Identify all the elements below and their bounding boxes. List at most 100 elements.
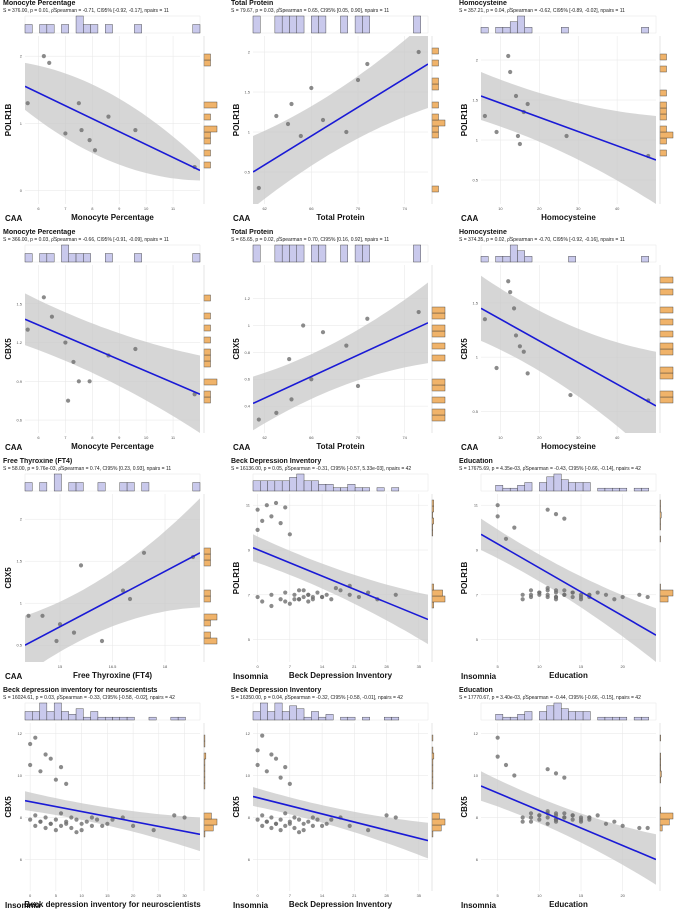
data-point — [43, 752, 48, 757]
top-histogram-bar — [340, 244, 348, 263]
scatter-panel: Beck Depression Inventory S = 16136.00, p… — [231, 458, 456, 682]
data-point — [99, 638, 105, 644]
top-histogram-bar — [502, 27, 511, 34]
x-tick-label: 15 — [579, 664, 584, 669]
top-histogram-bar — [575, 482, 584, 492]
group-label: CAA — [233, 443, 251, 452]
data-point — [69, 815, 74, 820]
top-histogram-bar — [354, 15, 363, 34]
right-histogram-bar — [659, 89, 667, 97]
regression-line — [25, 799, 200, 836]
top-histogram-bar — [192, 253, 201, 263]
panel-stats: S = 17675.69, p = 4.35e-03, ρ̂Spearman =… — [459, 466, 641, 472]
data-point — [393, 592, 398, 597]
data-point — [182, 815, 187, 820]
x-axis-label: Total Protein — [316, 442, 364, 451]
data-point — [255, 817, 260, 822]
top-histogram-bar — [274, 480, 283, 492]
data-point — [287, 601, 292, 606]
data-point — [264, 819, 269, 824]
top-histogram-bar — [24, 253, 33, 263]
scatter-plot: 6 7 8 9 10 11 0 1 2 POLR1B Monocyte Percentage CAA — [4, 15, 218, 223]
regression-line — [481, 785, 656, 861]
top-histogram-bar — [318, 484, 327, 492]
y-tick-label: 10 — [18, 773, 23, 778]
data-point — [494, 365, 499, 371]
data-point — [306, 819, 311, 824]
top-histogram-bar — [289, 477, 297, 492]
y-axis-label: POLR1B — [460, 104, 469, 137]
right-histogram-bar — [659, 824, 663, 832]
data-point — [537, 590, 542, 595]
x-tick-label: 6 — [37, 206, 40, 211]
right-histogram-bar — [203, 631, 211, 639]
right-histogram-bar — [203, 378, 218, 386]
data-point — [79, 821, 84, 826]
data-point — [520, 819, 525, 824]
data-point — [570, 817, 575, 822]
data-point — [315, 817, 320, 822]
right-histogram-bar — [431, 414, 446, 422]
data-point — [525, 101, 530, 107]
data-point — [53, 777, 58, 782]
right-histogram-bar — [203, 824, 214, 832]
x-tick-label: 15 — [58, 664, 63, 669]
right-histogram-bar — [431, 113, 439, 121]
right-histogram-bar — [431, 408, 446, 416]
y-tick-label: 9 — [248, 548, 251, 553]
data-point — [416, 49, 421, 55]
data-point — [255, 594, 260, 600]
data-point — [273, 756, 279, 761]
data-point — [127, 596, 133, 602]
x-axis-label: Homocysteine — [541, 442, 596, 451]
y-tick-label: 11 — [474, 503, 479, 508]
data-point — [562, 592, 567, 597]
data-point — [269, 752, 274, 757]
top-histogram-bar — [495, 714, 504, 721]
data-point — [287, 781, 292, 786]
data-point — [506, 53, 511, 59]
data-point — [528, 592, 534, 597]
y-tick-label: 8 — [20, 815, 23, 820]
right-histogram-bar — [203, 161, 211, 169]
right-histogram-bar — [203, 818, 218, 826]
data-point — [521, 349, 526, 354]
data-point — [255, 507, 260, 512]
data-point — [578, 817, 584, 822]
top-histogram-bar — [75, 15, 84, 34]
data-point — [89, 815, 95, 820]
y-tick-label: 1 — [476, 138, 479, 143]
top-histogram-bar — [633, 716, 642, 721]
data-point — [306, 592, 311, 597]
group-label: Insomnia — [461, 901, 497, 910]
regression-line — [481, 533, 656, 636]
top-histogram-bar — [148, 716, 157, 721]
data-point — [64, 781, 69, 786]
x-tick-label: 8 — [91, 435, 94, 440]
top-histogram-bar — [24, 711, 33, 721]
data-point — [553, 811, 559, 816]
data-point — [637, 825, 642, 831]
data-point — [278, 817, 283, 822]
regression-line — [25, 552, 200, 646]
right-histogram-bar — [431, 752, 435, 760]
top-histogram-bar — [252, 480, 261, 492]
right-histogram-bar — [659, 107, 667, 115]
right-histogram-bar — [203, 595, 211, 603]
right-histogram-bar — [659, 53, 667, 61]
y-tick-label: 0.8 — [244, 350, 250, 355]
data-point — [133, 346, 138, 352]
top-histogram-bar — [604, 716, 613, 721]
group-label: Insomnia — [233, 672, 269, 681]
top-histogram-bar — [75, 253, 84, 263]
top-histogram-bar — [46, 253, 55, 263]
panel-stats: S = 79.67, p = 0.03, ρ̂Spearman = 0.65, … — [231, 8, 390, 14]
x-tick-label: 0 — [256, 893, 259, 898]
data-point — [278, 521, 283, 526]
data-point — [58, 811, 64, 816]
top-histogram-bar — [517, 15, 525, 34]
data-point — [296, 588, 302, 593]
panel-stats: S = 65.65, p = 0.02, ρ̂Spearman = 0.70, … — [231, 237, 390, 243]
top-histogram-bar — [641, 716, 649, 721]
data-point — [43, 815, 48, 820]
